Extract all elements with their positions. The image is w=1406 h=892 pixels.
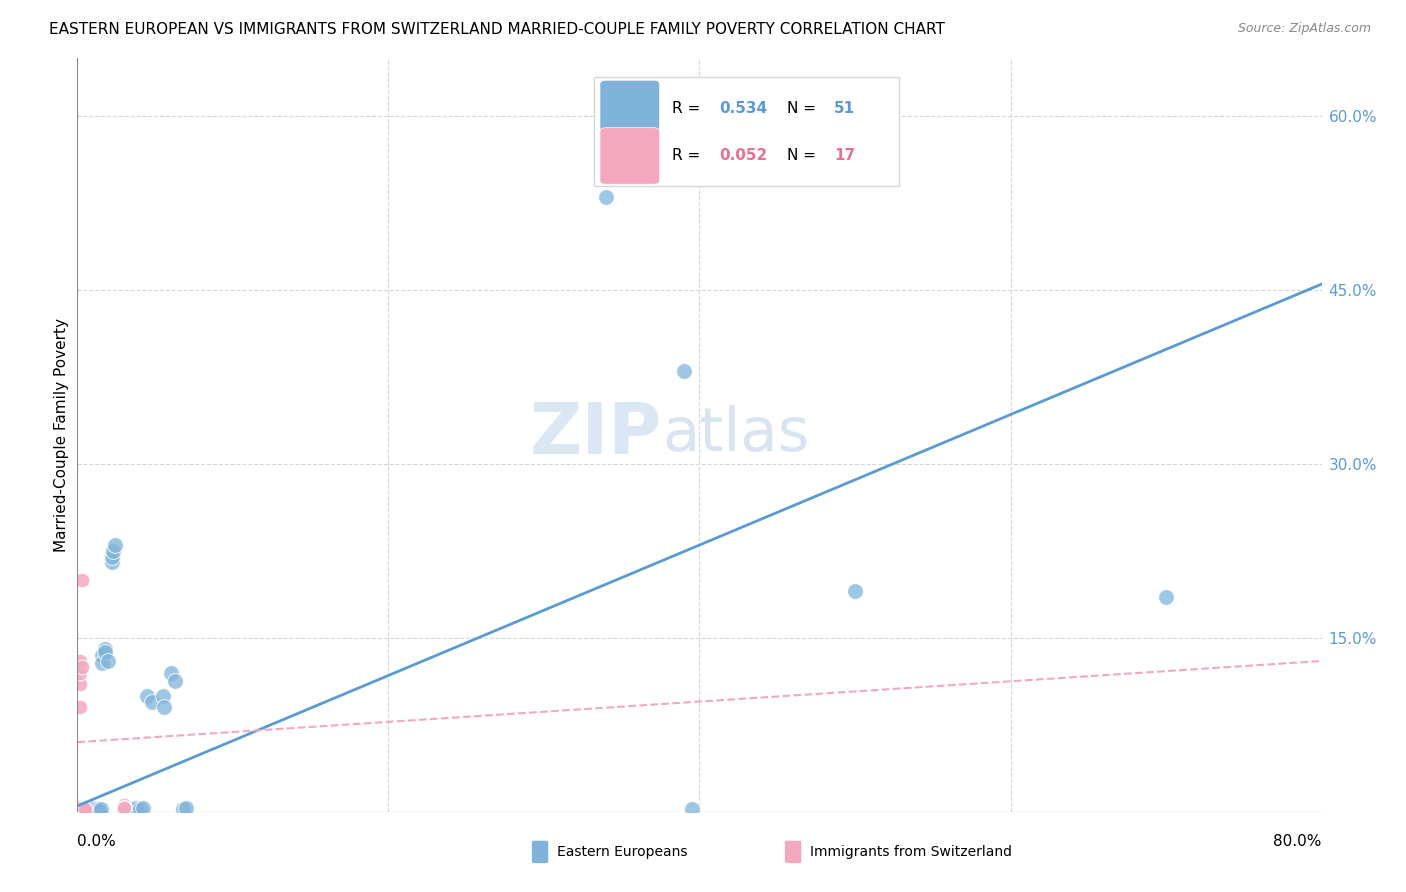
Point [82,801,104,815]
Point [75,802,97,816]
Text: atlas: atlas [662,405,810,465]
Point [121,802,143,816]
Text: 0.052: 0.052 [720,148,768,163]
Point [72,804,94,818]
Point [152,689,174,703]
Point [101,544,124,558]
Point [165,673,187,688]
Point [83,802,105,816]
Point [87,804,110,818]
Point [94,645,117,659]
Point [79,802,101,816]
Point [112,799,135,814]
Point [84,804,107,818]
Point [172,802,194,816]
Point [67,800,90,814]
Text: Immigrants from Switzerland: Immigrants from Switzerland [810,845,1012,859]
Point [75,802,97,816]
Point [72,802,94,816]
Text: 0.0%: 0.0% [77,834,117,849]
Point [76,804,98,818]
Point [159,665,181,680]
Point [844,584,866,599]
Point [100,549,122,564]
Point [91,648,114,662]
Y-axis label: Married-Couple Family Poverty: Married-Couple Family Poverty [53,318,69,552]
Text: N =: N = [786,148,821,163]
Point [75,804,97,818]
Point [70,660,93,674]
Point [69,700,91,714]
Point [70,802,93,816]
Point [69,654,91,668]
Point [70,573,93,587]
Point [90,802,112,816]
Point [67,802,90,816]
Text: 17: 17 [834,148,855,163]
Point [136,689,159,703]
Point [1154,591,1177,605]
Point [67,802,90,816]
FancyBboxPatch shape [600,128,659,185]
Text: Source: ZipAtlas.com: Source: ZipAtlas.com [1237,22,1371,36]
Point [82,804,104,818]
Point [112,802,135,816]
Point [125,801,148,815]
Text: ZIP: ZIP [530,401,662,469]
Point [69,804,91,818]
Point [141,694,163,708]
Point [69,802,91,816]
Point [70,804,93,818]
FancyBboxPatch shape [600,80,659,136]
Text: 51: 51 [834,101,855,116]
Point [69,801,91,815]
Point [115,801,138,815]
Point [76,801,98,815]
Point [97,654,120,668]
Point [672,364,695,378]
Point [86,802,108,816]
Point [131,801,153,815]
Point [104,538,127,552]
Text: R =: R = [672,101,706,116]
Text: R =: R = [672,148,706,163]
Text: EASTERN EUROPEAN VS IMMIGRANTS FROM SWITZERLAND MARRIED-COUPLE FAMILY POVERTY CO: EASTERN EUROPEAN VS IMMIGRANTS FROM SWIT… [49,22,945,37]
Point [69,677,91,691]
Point [72,802,94,816]
Point [94,642,117,657]
Point [595,190,617,204]
Point [69,665,91,680]
Text: N =: N = [786,101,821,116]
Point [174,801,197,815]
Point [681,802,703,816]
Point [72,801,94,815]
Point [91,657,114,671]
Point [69,801,91,815]
Point [112,800,135,814]
Text: 80.0%: 80.0% [1274,834,1322,849]
Text: 0.534: 0.534 [720,101,768,116]
Point [77,802,100,816]
Point [77,804,100,818]
Point [128,802,150,816]
Point [112,797,135,812]
Point [153,700,176,714]
Point [112,801,135,815]
Text: Eastern Europeans: Eastern Europeans [557,845,688,859]
FancyBboxPatch shape [593,77,898,186]
Point [79,804,101,818]
Point [100,555,122,570]
Point [80,802,103,816]
